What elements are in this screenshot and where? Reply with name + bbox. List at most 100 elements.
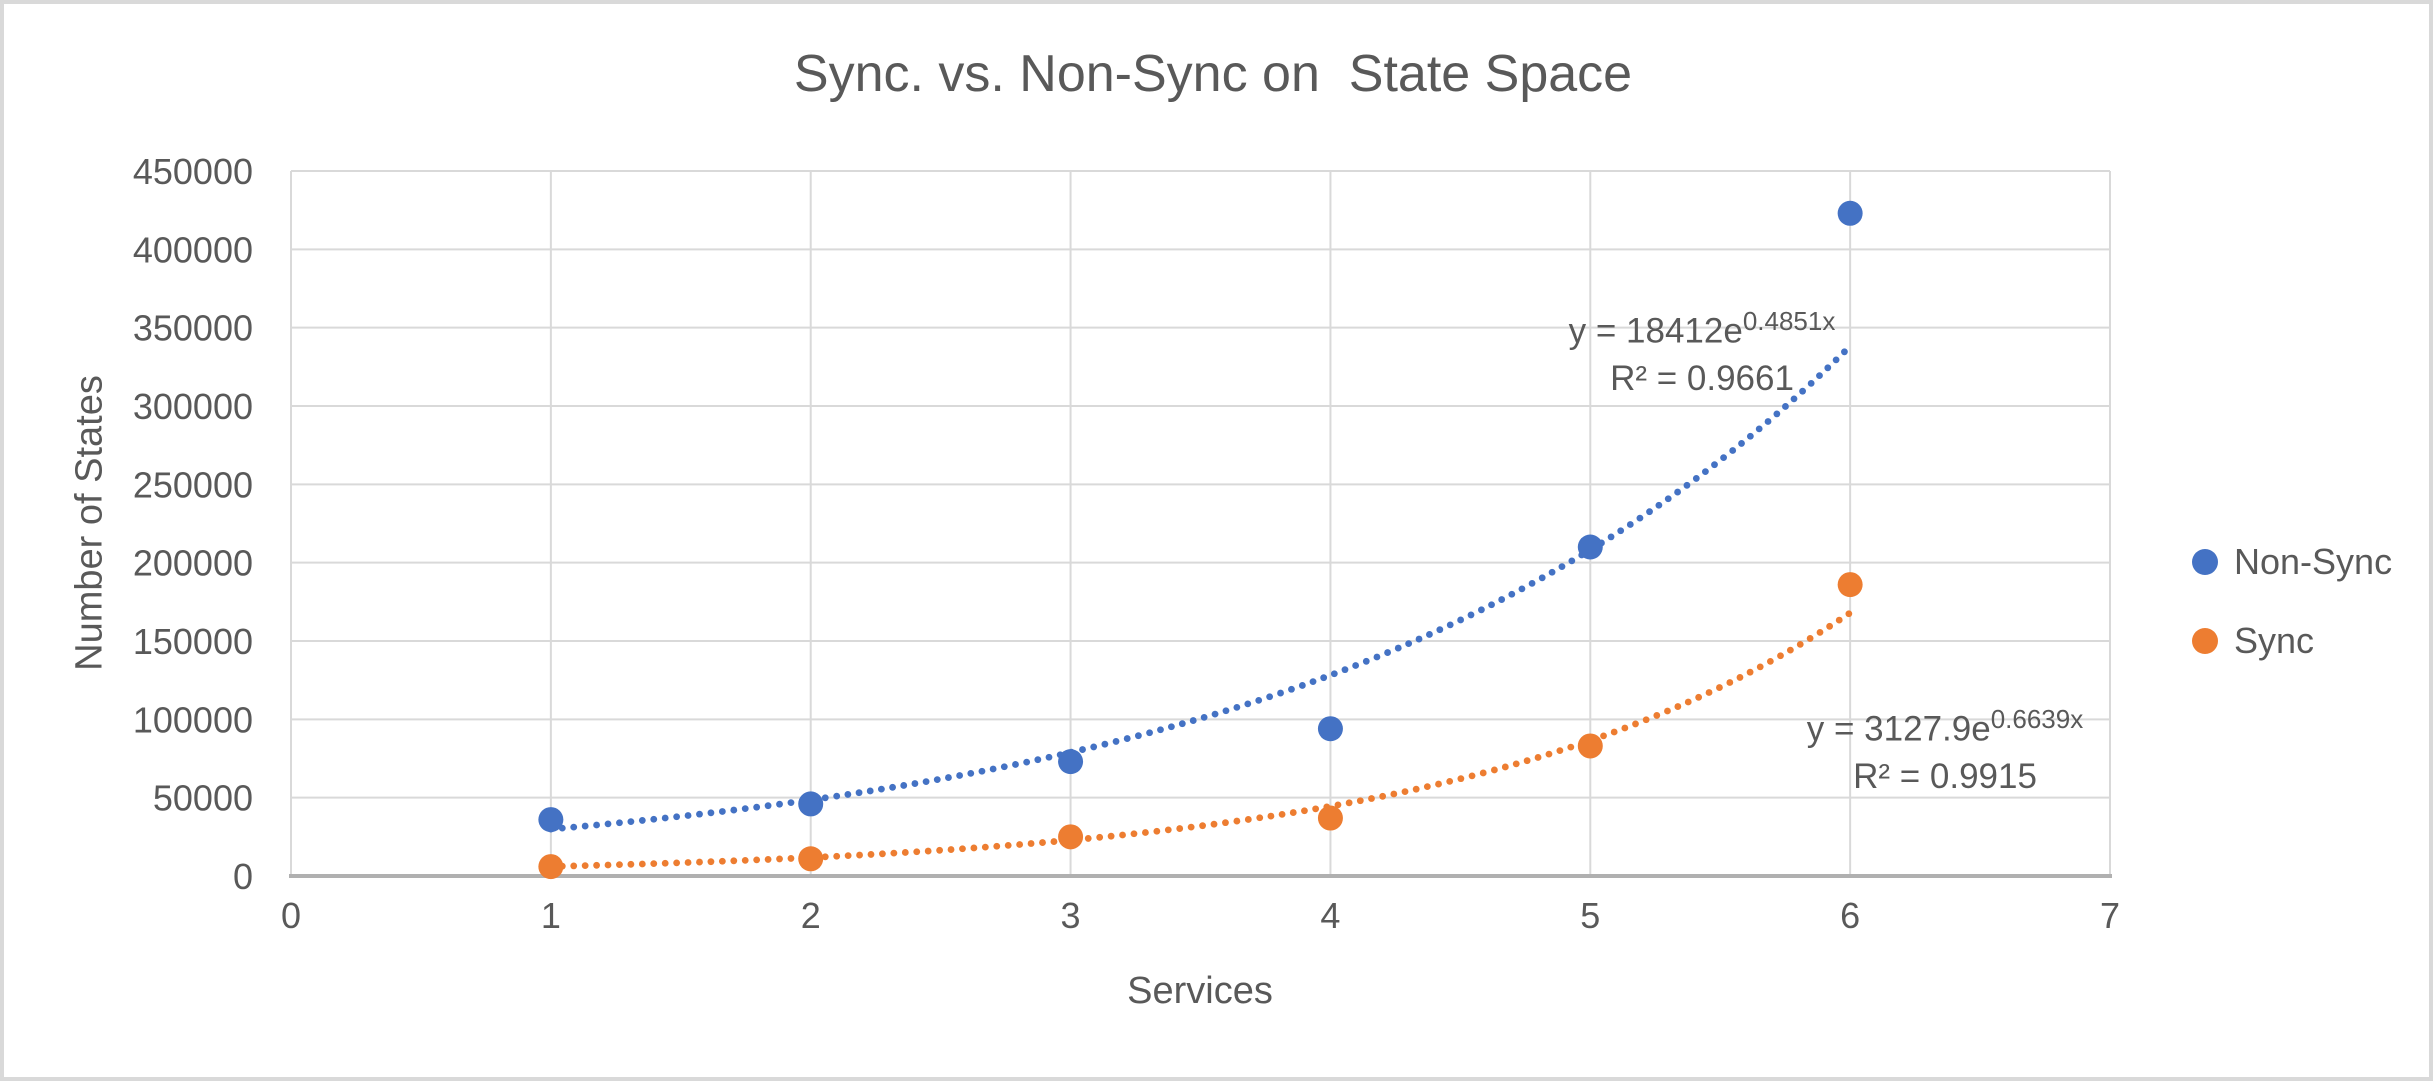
trendline-dot-non-sync — [1146, 729, 1153, 737]
trendline-dot-non-sync — [866, 787, 874, 795]
trendline-equation-sync-line: y = 3127.9e0.6639x — [1807, 696, 2083, 753]
trendline-dot-non-sync — [1012, 761, 1019, 768]
x-tick-label: 3 — [1061, 895, 1081, 936]
x-axis-title: Services — [1127, 970, 1273, 1012]
y-tick-label: 100000 — [133, 699, 253, 740]
trendline-dot-non-sync — [989, 765, 997, 773]
trendline-dot-sync — [1621, 724, 1629, 732]
legend-item-sync: Sync — [2192, 620, 2392, 661]
r-squared-sync: R² = 0.9915 — [1853, 756, 2037, 796]
trendline-dot-non-sync — [1101, 740, 1109, 748]
trendline-dot-non-sync — [570, 823, 578, 831]
y-axis-title: Number of States — [68, 375, 111, 671]
trendline-dot-non-sync — [638, 817, 646, 824]
trendline-dot-non-sync — [1123, 735, 1131, 742]
trendline-equation-sync: y = 3127.9e0.6639x R² = 0.9915 — [1807, 696, 2083, 800]
trendline-dot-sync — [1766, 657, 1774, 665]
trendline-dot-sync — [1004, 841, 1012, 849]
trendline-dot-sync — [959, 845, 966, 853]
trendline-dot-non-sync — [1799, 387, 1806, 395]
trendline-dot-sync — [1674, 703, 1682, 710]
trendline-dot-sync — [1610, 728, 1618, 736]
trendline-dot-sync — [1356, 797, 1364, 805]
trendline-dot-non-sync — [1617, 527, 1625, 535]
trendline-dot-sync — [673, 859, 681, 867]
trendline-equation-non-sync: y = 18412e0.4851x R² = 0.9661 — [1569, 298, 1836, 402]
trendline-dot-non-sync — [696, 810, 703, 818]
trendline-dot-non-sync — [1807, 379, 1815, 387]
trendline-dot-sync — [981, 843, 989, 851]
trendline-dot-sync — [1233, 817, 1241, 825]
equation-exponent-non-sync: 0.4851x — [1742, 306, 1836, 336]
trendline-dot-sync — [604, 861, 612, 869]
trendline-dot-non-sync — [844, 791, 852, 798]
trendline-dot-sync — [1199, 822, 1206, 830]
trendline-dot-sync — [1278, 810, 1286, 818]
trendline-dot-non-sync — [1478, 606, 1485, 614]
trendline-dot-sync — [856, 851, 863, 859]
trendline-dot-sync — [1786, 646, 1794, 654]
trendline-dot-non-sync — [1394, 644, 1402, 652]
trendline-dot-non-sync — [1467, 611, 1475, 619]
trendline-dot-non-sync — [1782, 403, 1789, 410]
trendline-dot-non-sync — [1683, 481, 1691, 489]
trendline-dot-sync — [1401, 788, 1409, 796]
trendline-dot-non-sync — [1518, 585, 1526, 593]
data-point-non-sync — [1837, 200, 1863, 226]
trendline-dot-sync — [730, 857, 738, 865]
trendline-dot-non-sync — [1222, 707, 1230, 715]
trendline-dot-non-sync — [1720, 454, 1727, 462]
trendline-dot-non-sync — [616, 819, 623, 827]
trendline-dot-non-sync — [1646, 508, 1653, 516]
trendline-dot-non-sync — [1508, 590, 1516, 598]
trendline-dot-sync — [1096, 833, 1104, 841]
trendline-dot-sync — [1301, 807, 1308, 815]
trendline-dot-sync — [1816, 628, 1824, 636]
legend-label-sync: Sync — [2234, 620, 2315, 661]
trendline-dot-non-sync — [1436, 626, 1444, 634]
trendline-dot-sync — [1845, 610, 1853, 618]
data-point-non-sync — [1058, 749, 1084, 775]
x-tick-label: 4 — [1320, 895, 1340, 936]
trendline-dot-non-sync — [1488, 601, 1495, 609]
trendline-dot-sync — [913, 848, 921, 856]
trendline-dot-non-sync — [900, 782, 908, 789]
trendline-dot-sync — [879, 850, 886, 858]
trendline-dot-non-sync — [1824, 364, 1832, 372]
y-tick-label: 300000 — [133, 386, 253, 427]
trendline-dot-sync — [1222, 819, 1229, 827]
trendline-dot-sync — [1501, 763, 1509, 771]
legend-marker-sync-icon — [2192, 628, 2218, 654]
trendline-dot-sync — [867, 851, 875, 858]
trendline-dot-sync — [1142, 829, 1149, 836]
trendline-dot-non-sync — [1498, 596, 1506, 603]
trendline-dot-sync — [1746, 668, 1754, 676]
trendline-dot-sync — [1664, 707, 1671, 715]
trendline-dot-non-sync — [1277, 689, 1284, 697]
trendline-dot-non-sync — [581, 822, 589, 830]
trendline-dot-sync — [936, 846, 944, 854]
trendline-dot-sync — [1642, 716, 1650, 724]
trendline-dot-sync — [1368, 795, 1375, 802]
trendline-dot-non-sync — [1000, 763, 1008, 771]
x-tick-label: 0 — [281, 895, 301, 936]
trendline-dot-sync — [684, 859, 692, 866]
trendline-dot-sync — [741, 856, 749, 864]
legend-label-non-sync: Non-Sync — [2234, 541, 2393, 582]
trendline-dot-non-sync — [855, 789, 863, 797]
trendline-dot-non-sync — [1764, 418, 1772, 425]
trendline-dot-sync — [1556, 747, 1564, 755]
trendline-dot-non-sync — [1664, 495, 1672, 503]
trendline-dot-non-sync — [933, 776, 941, 784]
trendline-dot-sync — [1512, 760, 1520, 768]
trendline-dot-sync — [1479, 769, 1487, 777]
data-point-sync — [538, 854, 564, 880]
trendline-dot-non-sync — [967, 769, 975, 777]
x-tick-label: 6 — [1840, 895, 1860, 936]
trendline-dot-sync — [1835, 616, 1843, 624]
trendline-dot-non-sync — [911, 780, 919, 787]
trendline-dot-sync — [1187, 823, 1195, 831]
trendline-dot-non-sync — [1352, 662, 1360, 669]
trendline-dot-sync — [1107, 832, 1115, 840]
trendline-dot-non-sync — [604, 820, 612, 828]
